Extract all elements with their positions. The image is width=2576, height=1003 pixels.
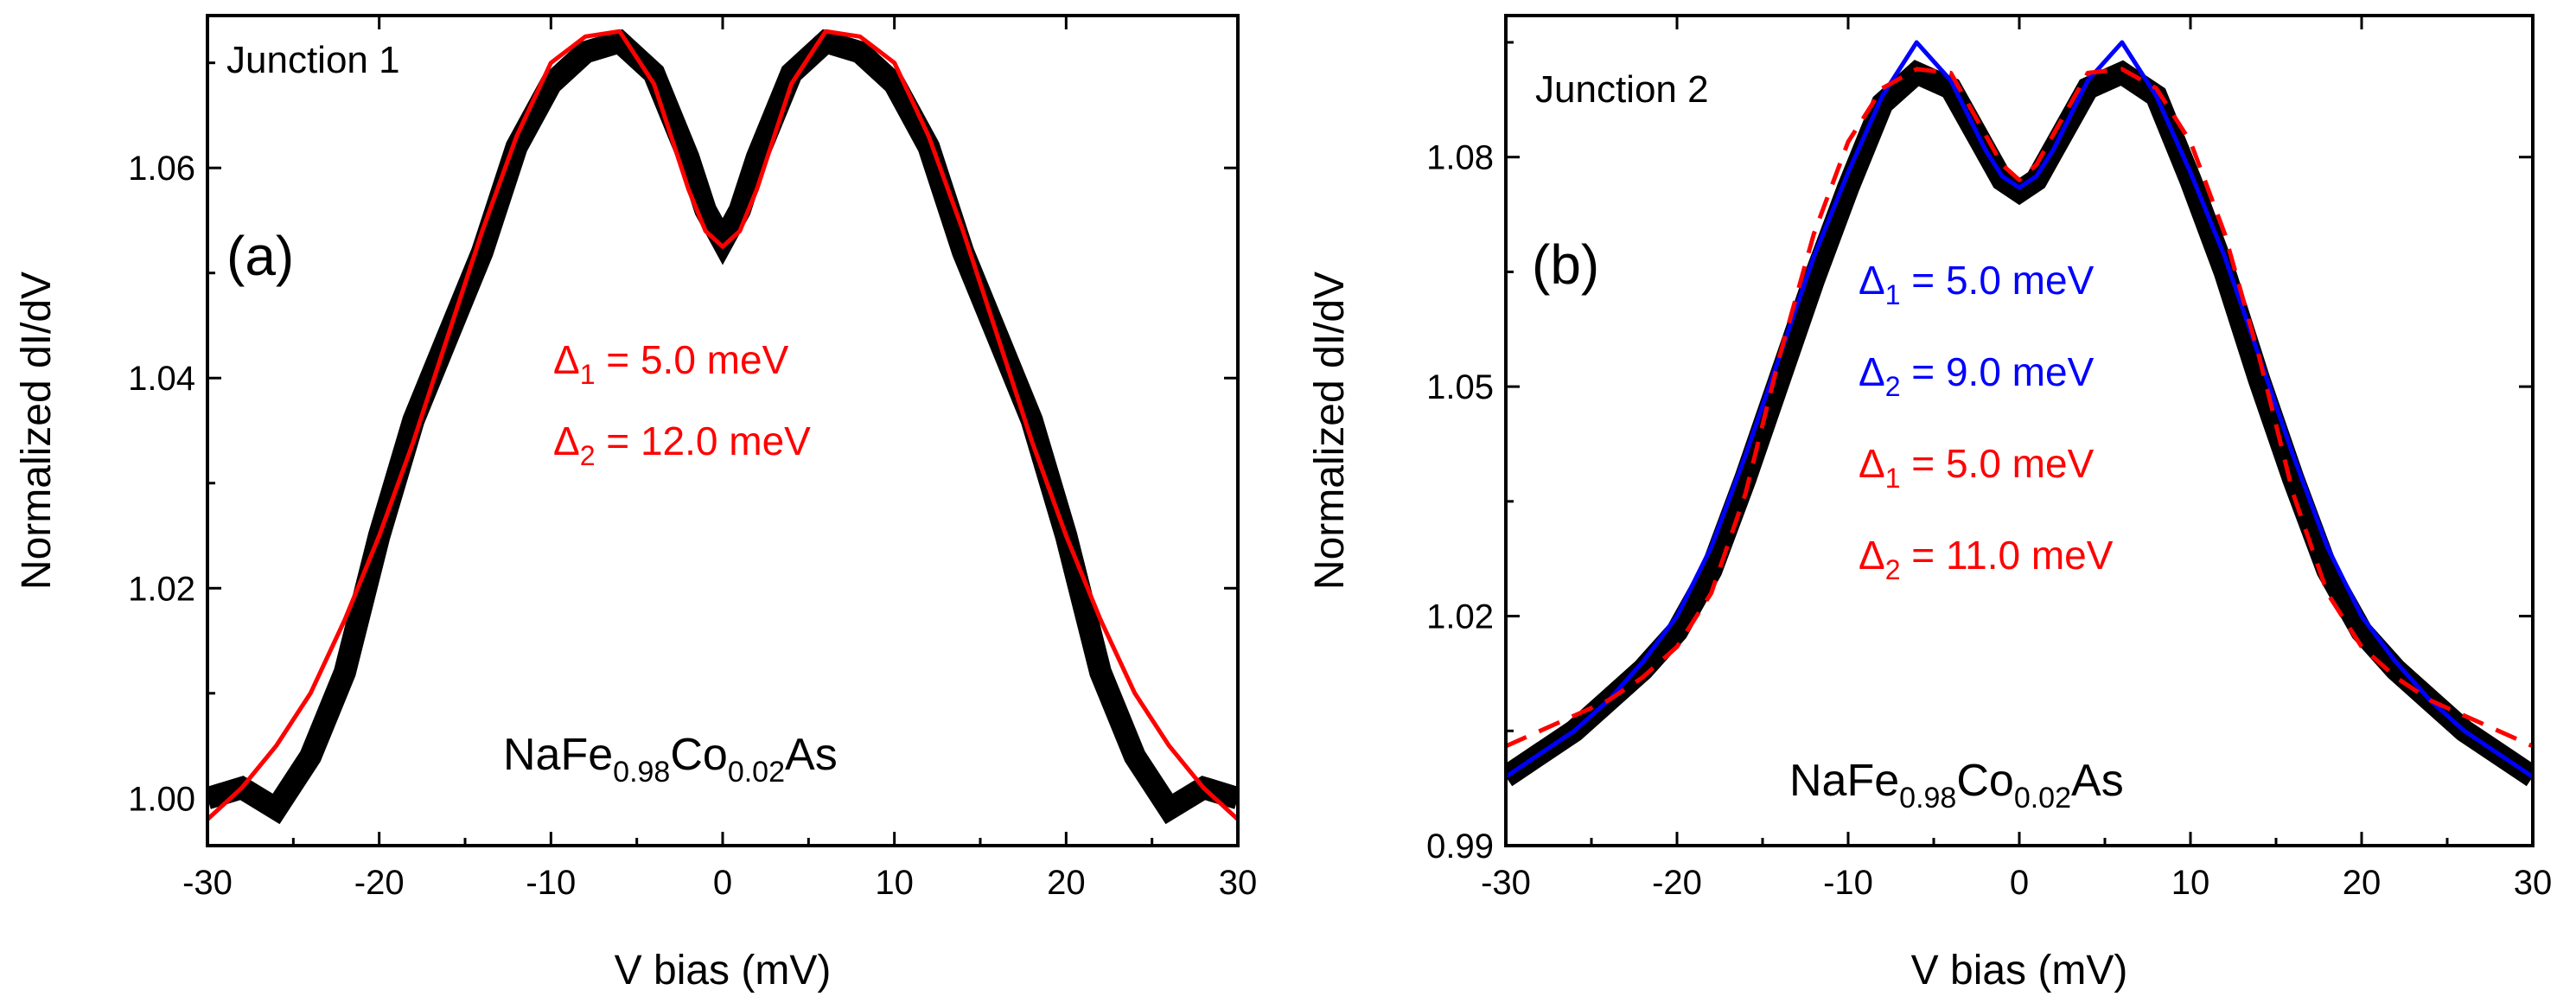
y-tick-label-a: 1.06	[128, 150, 195, 188]
x-tick-label-a: 10	[875, 864, 914, 902]
series-a-data	[207, 29, 1238, 825]
x-axis-title-a: V bias (mV)	[615, 948, 832, 993]
formula-b-base: NaFe	[1789, 756, 1899, 806]
x-tick-label-b: 10	[2171, 864, 2210, 902]
panel-label-b: (b)	[1532, 233, 1599, 296]
series-b-fit-blue	[1506, 40, 2533, 779]
y-tick-label-b: 1.02	[1426, 598, 1494, 636]
y-axis-title-a: Normalized dI/dV	[14, 272, 60, 590]
formula-b-mid: Co	[1956, 756, 2013, 806]
formula-b: NaFe0.98Co0.02As	[1789, 756, 2124, 815]
x-tick-label-b: 30	[2514, 864, 2553, 902]
annotations-b: Δ1 = 5.0 meV Δ2 = 9.0 meV Δ1 = 5.0 meV Δ…	[1859, 258, 2114, 585]
formula-a-tail: As	[785, 730, 838, 780]
panel-a: -30 -20 -10 0 10 20 30 1.00 1.02 1.04 1.06 V bias …	[14, 14, 1258, 993]
annotation-b-red-delta1: Δ1 = 5.0 meV	[1859, 441, 2095, 494]
annotation-b-red-delta2: Δ2 = 11.0 meV	[1859, 533, 2114, 585]
y-axis-title-b: Normalized dI/dV	[1307, 272, 1353, 590]
y-tick-label-a: 1.00	[128, 780, 195, 818]
x-axis-title-b: V bias (mV)	[1911, 948, 2128, 993]
x-tick-label-a: 30	[1219, 864, 1258, 902]
series-b-data	[1506, 60, 2533, 787]
junction-label-a: Junction 1	[226, 39, 400, 81]
x-tick-label-a: 0	[713, 864, 732, 902]
y-tick-label-b: 0.99	[1426, 827, 1494, 866]
annotation-b-blue-delta2: Δ2 = 9.0 meV	[1859, 349, 2095, 402]
plot-frame-b	[1504, 14, 2535, 847]
series-b-fit-red-dashed	[1506, 67, 2533, 749]
annotation-a-delta2: Δ2 = 12.0 meV	[553, 418, 811, 471]
y-tick-label-a: 1.04	[128, 360, 195, 398]
annotation-a-delta1: Δ1 = 5.0 meV	[553, 337, 789, 390]
formula-b-sub2: 0.02	[2014, 782, 2071, 815]
x-tick-label-a: -20	[354, 864, 405, 902]
formula-a-mid: Co	[670, 730, 727, 780]
x-tick-label-a: -10	[526, 864, 576, 902]
formula-b-sub1: 0.98	[1899, 782, 1956, 815]
panel-label-a: (a)	[226, 225, 294, 287]
y-tick-label-b: 1.08	[1426, 139, 1494, 177]
formula-b-tail: As	[2071, 756, 2124, 806]
x-tick-label-b: -30	[1481, 864, 1531, 902]
panel-b: -30 -20 -10 0 10 20 30 0.99 1.02 1.05 1.08 V bias …	[1307, 14, 2553, 993]
formula-a: NaFe0.98Co0.02As	[503, 730, 838, 789]
junction-label-b: Junction 2	[1535, 68, 1709, 111]
annotations-a: Δ1 = 5.0 meV Δ2 = 12.0 meV	[553, 337, 811, 471]
y-tick-label-b: 1.05	[1426, 368, 1494, 406]
x-tick-label-a: -30	[182, 864, 233, 902]
y-tick-label-a: 1.02	[128, 570, 195, 608]
series-a-fit	[207, 29, 1238, 822]
x-tick-label-b: -20	[1652, 864, 1702, 902]
formula-a-sub2: 0.02	[728, 756, 785, 789]
formula-a-sub1: 0.98	[613, 756, 670, 789]
x-tick-label-a: 20	[1047, 864, 1086, 902]
x-tick-label-b: 20	[2343, 864, 2382, 902]
x-tick-label-b: 0	[2010, 864, 2029, 902]
annotation-b-blue-delta1: Δ1 = 5.0 meV	[1859, 258, 2095, 310]
formula-a-base: NaFe	[503, 730, 613, 780]
x-tick-label-b: -10	[1823, 864, 1873, 902]
